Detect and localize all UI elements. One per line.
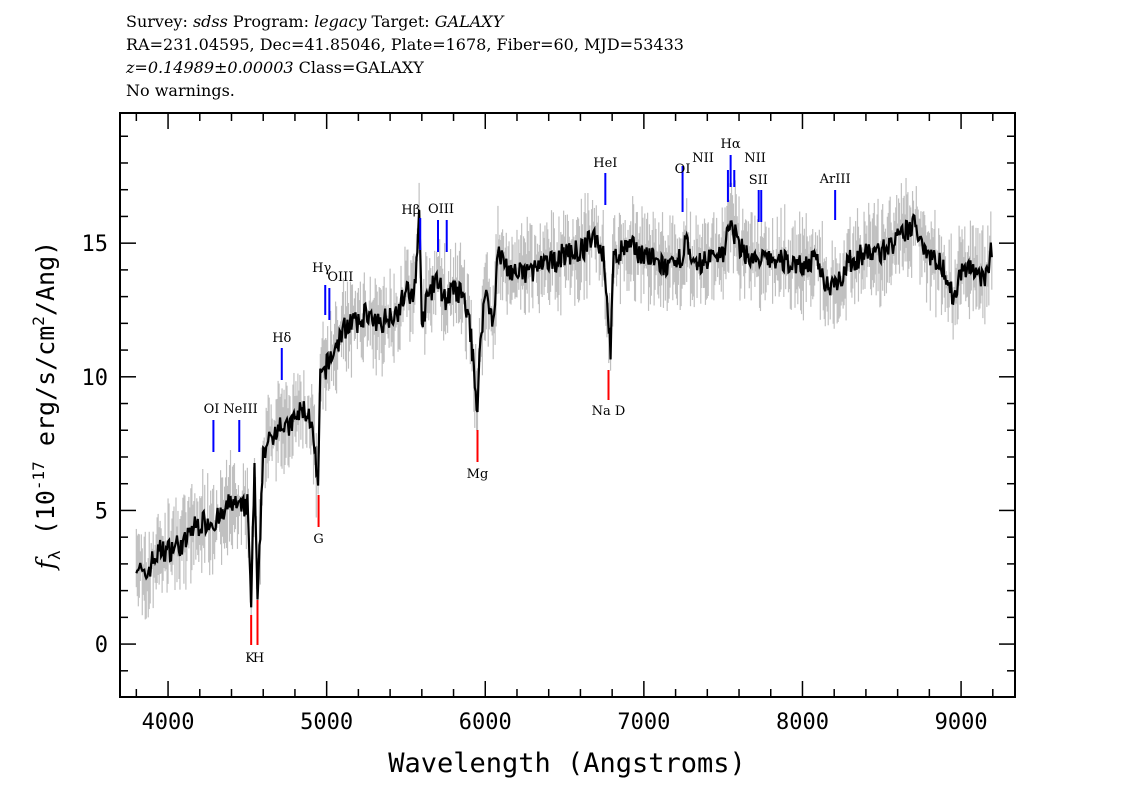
absorption-line-label: Mg [467,467,489,482]
axes: 4000 5000 6000 7000 8000 9000 0 5 10 15 [82,113,1015,735]
x-tick-label: 5000 [300,710,353,735]
y-axis-label: fλ (10-17 erg/s/cm2/Ang) [29,241,64,571]
emission-line-label: NII [692,151,714,166]
plot-frame [119,112,1016,698]
emission-line-label: Hγ [312,261,331,276]
absorption-line-label: Na D [592,404,626,419]
header-line-coords: RA=231.04595, Dec=41.85046, Plate=1678, … [126,35,684,54]
emission-line-label: NII [744,151,766,166]
emission-line-label: HeI [593,156,617,171]
spectrum-header: Survey: sdss Program: legacy Target: GAL… [126,10,684,102]
header-line-redshift: z=0.14989±0.00003 Class=GALAXY [126,56,684,79]
y-tick-label: 15 [82,232,109,257]
absorption-line-label: H [253,651,264,666]
x-tick-label: 9000 [935,710,988,735]
program-value: legacy [314,12,367,31]
emission-line-label: Hδ [272,331,291,346]
y-tick-label: 0 [95,633,108,658]
emission-line-label: Hβ [401,203,420,218]
absorption-line-label: K [245,651,255,666]
target-label: Target: [371,12,430,31]
x-tick-label: 4000 [142,710,195,735]
class-value: Class=GALAXY [298,58,424,77]
header-line-warnings: No warnings. [126,81,235,100]
emission-line-label: OI [204,402,220,417]
survey-value: sdss [192,12,228,31]
y-tick-label: 5 [95,499,108,524]
survey-label: Survey: [126,12,188,31]
emission-line-label: OI [675,162,691,177]
emission-line-label: Hα [721,137,741,152]
x-tick-label: 6000 [459,710,512,735]
x-tick-label: 8000 [776,710,829,735]
x-axis-label: Wavelength (Angstroms) [388,748,746,779]
emission-line-label: ArIII [819,172,851,187]
absorption-line-label: G [313,532,323,547]
x-tick-label: 7000 [617,710,670,735]
flux-series [135,209,993,608]
error-band [135,177,993,638]
emission-line-label: OIII [327,270,353,285]
emission-line-label: SII [749,173,768,188]
header-line-survey: Survey: sdss Program: legacy Target: GAL… [126,10,684,33]
emission-line-label: NeIII [223,402,257,417]
emission-line-label: OIII [428,202,454,217]
y-tick-label: 10 [82,366,109,391]
flux-line [135,209,993,608]
redshift-value: z=0.14989±0.00003 [126,58,294,77]
program-label: Program: [232,12,309,31]
target-value: GALAXY [434,12,504,31]
